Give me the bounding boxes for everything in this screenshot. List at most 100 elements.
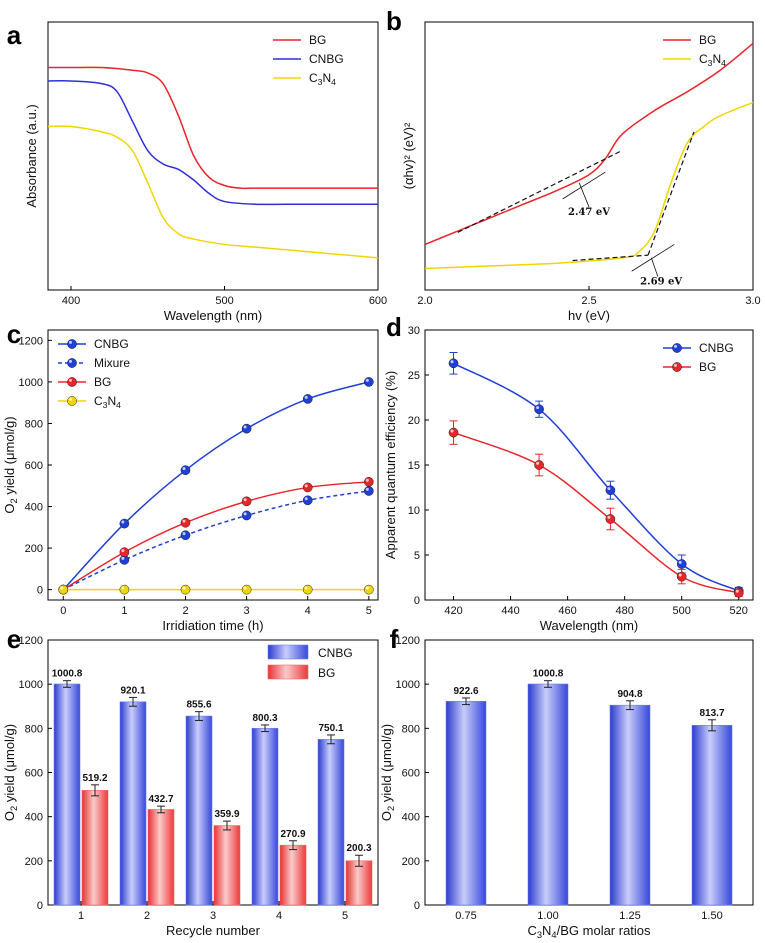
error-bar xyxy=(462,697,470,706)
data-label: 920.1 xyxy=(120,685,145,696)
x-tick-label: 500 xyxy=(215,295,233,307)
legend-label: C3N4 xyxy=(309,71,336,87)
bar-CNBG xyxy=(185,715,213,906)
y-tick-label: 200 xyxy=(402,856,420,868)
error-bar xyxy=(195,711,203,721)
error-bar xyxy=(708,719,716,732)
y-tick-label: 1200 xyxy=(19,335,43,347)
x-tick-label: 2.0 xyxy=(417,295,432,307)
point-highlight xyxy=(243,498,247,502)
panel-b: b hv (eV) (αhv)² (eV)² 2.0 2.5 3.0 2.47 eV 2.69… xyxy=(386,6,761,323)
error-bar xyxy=(355,854,363,867)
point-highlight xyxy=(60,586,64,590)
bar-BG xyxy=(81,790,109,906)
legend-marker xyxy=(672,362,682,372)
x-tick-label: 1.50 xyxy=(701,910,722,922)
legend-label: BG xyxy=(309,33,326,47)
data-point xyxy=(448,358,459,369)
data-label: 750.1 xyxy=(318,723,343,734)
point-highlight xyxy=(182,467,186,471)
x-axis-label: Wavelength (nm) xyxy=(164,308,263,323)
arrow-247 xyxy=(578,182,590,208)
bar-BG xyxy=(147,809,175,906)
legend-marker xyxy=(67,339,77,349)
data-point xyxy=(58,584,69,595)
c3n4-cross xyxy=(631,244,675,272)
point-highlight xyxy=(182,519,186,523)
plot-frame xyxy=(47,329,379,601)
x-tick-label: 1.00 xyxy=(537,910,558,922)
data-point xyxy=(605,485,616,496)
data-label: 200.3 xyxy=(346,843,371,854)
data-label: 359.9 xyxy=(214,809,239,820)
point-highlight xyxy=(304,395,308,399)
x-tick-label: 0.75 xyxy=(455,910,476,922)
series-line-CNBG xyxy=(453,362,740,592)
data-label: 270.9 xyxy=(280,829,305,840)
legend-label: BG xyxy=(699,360,716,374)
point-highlight xyxy=(121,549,125,553)
x-axis-label: Wavelength (nm) xyxy=(540,618,639,633)
y-axis-label: O2 yield (μmol/g) xyxy=(2,416,19,513)
bar-CNBG xyxy=(53,683,81,906)
point-highlight xyxy=(243,425,247,429)
legend: BG C3N4 xyxy=(663,33,726,68)
data-point xyxy=(119,518,130,529)
legend: CNBG BG xyxy=(267,644,353,680)
data-point xyxy=(448,427,459,438)
y-tick-label: 30 xyxy=(408,325,420,337)
point-highlight xyxy=(121,520,125,524)
point-highlight xyxy=(450,429,454,433)
data-point xyxy=(302,394,313,404)
bandgap-label-c3n4: 2.69 eV xyxy=(640,277,682,288)
data-point xyxy=(241,584,252,595)
point-highlight xyxy=(365,478,369,482)
x-tick-label: 3.0 xyxy=(745,295,760,307)
point-highlight xyxy=(674,344,677,348)
y-axis-label: O2 yield (μmol/g) xyxy=(379,724,396,821)
point-highlight xyxy=(243,512,247,516)
series-line-BG xyxy=(424,42,754,246)
error-bar xyxy=(157,805,165,814)
point-highlight xyxy=(678,560,682,564)
panel-letter-f: f xyxy=(390,624,399,654)
y-tick-label: 400 xyxy=(25,502,43,514)
panel-letter-a: a xyxy=(7,20,22,50)
x-tick-label: 460 xyxy=(558,605,576,617)
x-tick-label: 4 xyxy=(276,910,282,922)
y-tick-label: 10 xyxy=(408,505,420,517)
data-label: 519.2 xyxy=(82,773,107,784)
legend-label: CNBG xyxy=(318,646,353,660)
point-highlight xyxy=(536,406,540,410)
x-axis-label: C3N4/BG molar ratios xyxy=(527,923,651,940)
point-highlight xyxy=(678,573,682,577)
x-tick-label: 400 xyxy=(62,295,80,307)
data-label: 800.3 xyxy=(252,713,277,724)
error-bar xyxy=(63,680,71,688)
x-axis-label: hv (eV) xyxy=(568,308,610,323)
legend-label: CNBG xyxy=(94,337,129,351)
y-tick-label: 0 xyxy=(414,595,420,607)
x-tick-label: 1.25 xyxy=(619,910,640,922)
y-tick-label: 600 xyxy=(402,768,420,780)
legend-marker xyxy=(67,358,77,368)
panel-letter-b: b xyxy=(386,6,402,36)
y-tick-label: 200 xyxy=(25,856,43,868)
data-point xyxy=(119,547,130,558)
x-tick-label: 2 xyxy=(182,605,188,617)
data-point xyxy=(676,559,687,569)
point-highlight xyxy=(607,487,611,491)
panel-letter-e: e xyxy=(7,624,21,654)
y-tick-label: 200 xyxy=(25,543,43,555)
data-point xyxy=(302,584,313,595)
c3n4-baseline xyxy=(572,254,649,262)
point-highlight xyxy=(304,497,308,501)
bar-yield xyxy=(445,700,487,906)
data-point xyxy=(363,377,374,387)
y-tick-label: 400 xyxy=(25,812,43,824)
series-line-C3N4 xyxy=(424,101,754,270)
data-label: 904.8 xyxy=(617,689,642,700)
x-tick-label: 440 xyxy=(501,605,519,617)
y-axis-label: Absorbance (a.u.) xyxy=(24,104,39,207)
data-point xyxy=(534,460,544,470)
